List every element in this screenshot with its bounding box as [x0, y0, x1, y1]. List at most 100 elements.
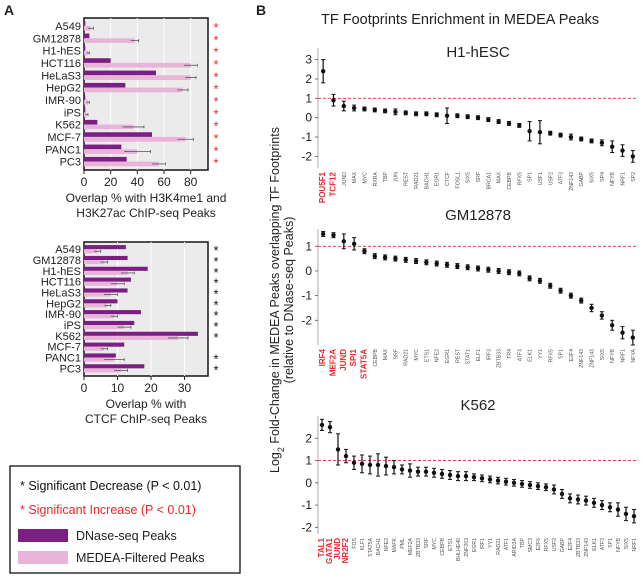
tf-label: IRF4	[318, 348, 327, 366]
tf-label: ZBTB33	[416, 538, 422, 557]
data-point	[511, 480, 517, 485]
data-point	[496, 119, 501, 124]
bar-medea-PC3	[84, 161, 159, 167]
data-point	[479, 476, 485, 481]
tf-label: GABP	[560, 537, 566, 552]
dot-plot-4: K562 2 1 0 -1 -2 TAL1 GATA1 JUND NR2F2 FOS KLF1 STAT…	[301, 397, 638, 564]
tf-label: SMC3	[528, 538, 534, 553]
tf-label: JUND	[342, 172, 348, 186]
data-point	[434, 112, 439, 117]
x-tick-label: 40	[131, 175, 145, 189]
bar-dnase-HCT116	[84, 58, 111, 63]
tf-label: MAX	[352, 171, 358, 183]
significance-star: *	[213, 20, 218, 35]
tf-label: SP2	[631, 172, 637, 182]
significance-star: *	[213, 143, 218, 158]
data-point	[558, 288, 563, 293]
data-point	[551, 487, 557, 492]
data-point	[413, 111, 419, 117]
y-tick-label: -2	[301, 520, 312, 534]
tf-label: TBP	[383, 171, 389, 182]
tf-label: RFX5	[544, 538, 550, 551]
tf-label: USF2	[548, 172, 554, 185]
data-point	[506, 121, 512, 126]
tf-label: REST	[404, 171, 410, 186]
tf-label: CTCF	[445, 172, 451, 186]
data-point	[559, 491, 565, 497]
tf-label: RAD21	[404, 349, 410, 366]
tf-label: KLF1	[360, 538, 366, 551]
tf-label: PML	[400, 538, 406, 549]
data-point	[599, 140, 605, 146]
bar-medea-GM12878	[84, 260, 105, 265]
data-point	[475, 266, 481, 271]
tf-label: EGR1	[472, 538, 478, 552]
data-point	[372, 253, 377, 259]
tf-label: GABP	[579, 171, 585, 186]
legend-increase: * Significant Increase (P < 0.01)	[20, 503, 196, 517]
data-point	[535, 483, 541, 489]
data-point	[341, 103, 347, 109]
data-point	[439, 471, 445, 477]
data-point	[475, 115, 481, 120]
data-point	[351, 241, 357, 247]
x-tick-label: 30	[178, 381, 192, 395]
tf-label: STAT5A	[368, 537, 374, 556]
data-point	[527, 129, 532, 134]
significance-star: *	[213, 330, 218, 345]
dot-plot-2: H1-hESC 3 2 1 0 -1 -2 POU5F1 TCF12 JUND MAX MYC RXRA…	[301, 44, 638, 203]
bar-dnase-PANC1	[84, 144, 122, 150]
tf-label: ARID3A	[512, 537, 518, 556]
category-label: PANC1	[45, 144, 81, 156]
legend-label-medea: MEDEA-Filtered Peaks	[76, 551, 205, 565]
tf-label: JUN	[393, 172, 399, 182]
data-point	[327, 424, 333, 430]
data-point	[393, 256, 398, 261]
y-tick-label: 2	[305, 431, 312, 445]
data-point	[391, 465, 397, 470]
tf-label: ETS1	[424, 349, 430, 362]
bar-dnase-HepG2	[84, 82, 126, 88]
tf-label: ZBTB33	[576, 538, 582, 557]
data-point	[519, 481, 525, 487]
category-label: PANC1	[45, 353, 81, 365]
data-point	[415, 469, 421, 474]
significance-star: *	[213, 254, 218, 269]
bar-dnase-GM12878	[84, 255, 128, 261]
data-point	[579, 136, 584, 142]
tf-label: RAD21	[496, 538, 502, 555]
data-point	[455, 113, 460, 118]
tf-label: ZNF143	[584, 538, 590, 557]
tf-label: CEBPB	[507, 171, 513, 189]
bar-dnase-K562	[84, 119, 98, 125]
category-label: PC3	[60, 363, 81, 375]
dot-plot-3: GM12878 1 0 -1 -2 IRF4 MEF2A JUND SPI1 STAT5A CEBP…	[301, 207, 638, 379]
data-point	[331, 232, 336, 238]
bar-dnase-A549	[84, 21, 86, 26]
tf-label: STAT5A	[359, 349, 368, 379]
data-point	[375, 462, 381, 468]
y-tick-label: 0	[305, 264, 312, 278]
category-label: GM12878	[33, 33, 81, 45]
significance-star: *	[213, 243, 218, 258]
tf-label: NFYB	[610, 171, 616, 185]
bar-medea-HeLaS3	[84, 292, 111, 297]
data-point	[393, 109, 398, 115]
significance-star: *	[213, 131, 218, 146]
category-label: MCF-7	[47, 342, 81, 354]
tf-label: ATF3	[517, 349, 523, 361]
x-axis-label-line2: H3K27ac ChIP-seq Peaks	[76, 206, 215, 220]
y-tick-label: 1	[305, 454, 312, 468]
data-point	[609, 323, 615, 328]
category-label: GM12878	[33, 255, 81, 267]
bar-medea-HCT116	[84, 281, 118, 286]
data-point	[362, 249, 367, 254]
x-axis-label-line2: CTCF ChIP-seq Peaks	[85, 412, 207, 426]
bar-medea-PANC1	[84, 357, 115, 362]
significance-star: *	[213, 94, 218, 109]
category-label: IMR-90	[45, 309, 81, 321]
tf-label: NRF1	[621, 172, 627, 186]
y-tick-label: 2	[305, 72, 312, 86]
category-label: H1-hES	[42, 266, 81, 278]
